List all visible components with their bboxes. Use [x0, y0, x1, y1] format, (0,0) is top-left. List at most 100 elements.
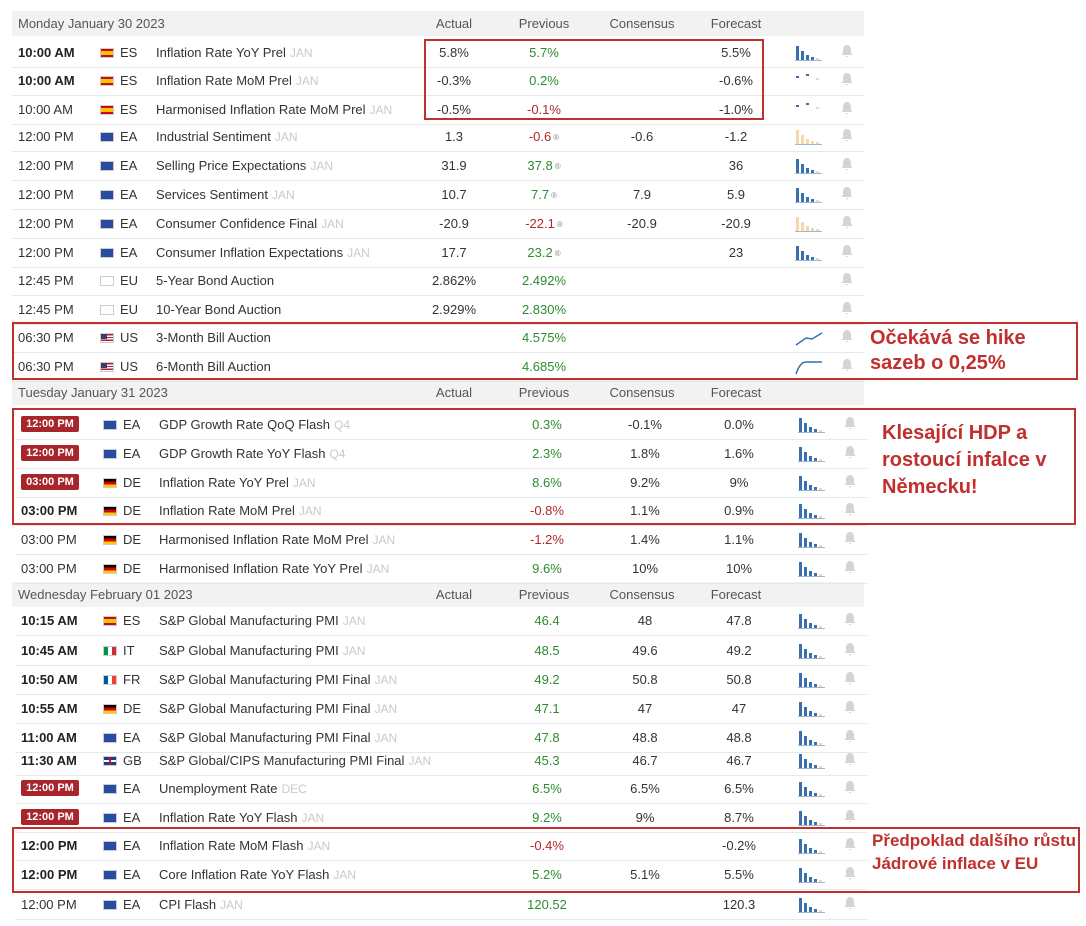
event-link[interactable]: S&P Global/CIPS Manufacturing PMI Final J…: [159, 753, 431, 768]
mini-chart-icon[interactable]: [797, 778, 827, 798]
event-name[interactable]: Inflation Rate MoM Prel: [159, 503, 295, 518]
event-name[interactable]: Inflation Rate YoY Prel: [156, 45, 286, 60]
bell-icon[interactable]: [843, 837, 857, 851]
bell-icon[interactable]: [843, 866, 857, 880]
mini-chart-icon[interactable]: [794, 184, 824, 204]
bell-icon[interactable]: [843, 531, 857, 545]
mini-chart-icon[interactable]: [797, 698, 827, 718]
event-link[interactable]: Services Sentiment JAN: [156, 187, 426, 202]
bell-icon[interactable]: [843, 671, 857, 685]
bell-icon[interactable]: [840, 272, 854, 286]
event-name[interactable]: S&P Global Manufacturing PMI: [159, 643, 339, 658]
event-name[interactable]: S&P Global/CIPS Manufacturing PMI Final: [159, 753, 405, 768]
bell-icon[interactable]: [843, 416, 857, 430]
mini-chart-icon[interactable]: [797, 835, 827, 855]
event-link[interactable]: 6-Month Bill Auction: [156, 359, 426, 374]
mini-chart-icon[interactable]: [797, 727, 827, 747]
event-name[interactable]: Harmonised Inflation Rate MoM Prel: [156, 102, 366, 117]
event-link[interactable]: Inflation Rate MoM Prel JAN: [156, 73, 426, 88]
event-link[interactable]: Consumer Confidence Final JAN: [156, 216, 426, 231]
mini-chart-icon[interactable]: [797, 610, 827, 630]
event-link[interactable]: Selling Price Expectations JAN: [156, 158, 426, 173]
bell-icon[interactable]: [843, 700, 857, 714]
event-link[interactable]: CPI Flash JAN: [159, 897, 429, 912]
bell-icon[interactable]: [840, 244, 854, 258]
event-name[interactable]: Harmonised Inflation Rate MoM Prel: [159, 532, 369, 547]
mini-chart-icon[interactable]: [794, 42, 824, 62]
mini-chart-icon[interactable]: [794, 99, 824, 119]
event-name[interactable]: Selling Price Expectations: [156, 158, 307, 173]
event-name[interactable]: Unemployment Rate: [159, 781, 278, 796]
bell-icon[interactable]: [840, 301, 854, 315]
bell-icon[interactable]: [843, 502, 857, 516]
mini-chart-icon[interactable]: [794, 70, 824, 90]
mini-chart-icon[interactable]: [794, 327, 824, 347]
event-name[interactable]: Inflation Rate YoY Flash: [159, 810, 298, 825]
event-name[interactable]: S&P Global Manufacturing PMI Final: [159, 730, 371, 745]
bell-icon[interactable]: [840, 329, 854, 343]
mini-chart-icon[interactable]: [797, 864, 827, 884]
bell-icon[interactable]: [840, 157, 854, 171]
mini-chart-icon[interactable]: [794, 270, 824, 290]
event-link[interactable]: S&P Global Manufacturing PMI JAN: [159, 643, 429, 658]
event-name[interactable]: 6-Month Bill Auction: [156, 359, 271, 374]
event-name[interactable]: Inflation Rate YoY Prel: [159, 475, 289, 490]
event-name[interactable]: Consumer Inflation Expectations: [156, 245, 344, 260]
event-name[interactable]: Services Sentiment: [156, 187, 268, 202]
event-link[interactable]: Core Inflation Rate YoY Flash JAN: [159, 867, 429, 882]
mini-chart-icon[interactable]: [794, 155, 824, 175]
event-link[interactable]: GDP Growth Rate QoQ Flash Q4: [159, 417, 429, 432]
event-link[interactable]: S&P Global Manufacturing PMI JAN: [159, 613, 429, 628]
event-link[interactable]: Consumer Inflation Expectations JAN: [156, 245, 426, 260]
mini-chart-icon[interactable]: [797, 640, 827, 660]
bell-icon[interactable]: [843, 642, 857, 656]
event-link[interactable]: 10-Year Bond Auction: [156, 302, 426, 317]
bell-icon[interactable]: [843, 474, 857, 488]
bell-icon[interactable]: [843, 560, 857, 574]
event-name[interactable]: Harmonised Inflation Rate YoY Prel: [159, 561, 363, 576]
mini-chart-icon[interactable]: [797, 500, 827, 520]
bell-icon[interactable]: [843, 729, 857, 743]
bell-icon[interactable]: [843, 896, 857, 910]
mini-chart-icon[interactable]: [797, 669, 827, 689]
bell-icon[interactable]: [843, 445, 857, 459]
bell-icon[interactable]: [840, 44, 854, 58]
bell-icon[interactable]: [840, 215, 854, 229]
event-name[interactable]: Inflation Rate MoM Flash: [159, 838, 304, 853]
event-link[interactable]: S&P Global Manufacturing PMI Final JAN: [159, 730, 429, 745]
bell-icon[interactable]: [843, 752, 857, 766]
mini-chart-icon[interactable]: [794, 126, 824, 146]
event-name[interactable]: Inflation Rate MoM Prel: [156, 73, 292, 88]
event-link[interactable]: S&P Global Manufacturing PMI Final JAN: [159, 701, 429, 716]
event-name[interactable]: Industrial Sentiment: [156, 129, 271, 144]
event-link[interactable]: 3-Month Bill Auction: [156, 330, 426, 345]
bell-icon[interactable]: [843, 809, 857, 823]
event-link[interactable]: Inflation Rate MoM Flash JAN: [159, 838, 429, 853]
mini-chart-icon[interactable]: [794, 213, 824, 233]
event-link[interactable]: Industrial Sentiment JAN: [156, 129, 426, 144]
mini-chart-icon[interactable]: [797, 750, 827, 770]
event-name[interactable]: 3-Month Bill Auction: [156, 330, 271, 345]
event-name[interactable]: GDP Growth Rate YoY Flash: [159, 446, 326, 461]
event-name[interactable]: Consumer Confidence Final: [156, 216, 318, 231]
event-link[interactable]: Unemployment Rate DEC: [159, 781, 429, 796]
event-name[interactable]: Core Inflation Rate YoY Flash: [159, 867, 330, 882]
bell-icon[interactable]: [840, 72, 854, 86]
mini-chart-icon[interactable]: [797, 529, 827, 549]
bell-icon[interactable]: [840, 128, 854, 142]
event-name[interactable]: S&P Global Manufacturing PMI: [159, 613, 339, 628]
event-link[interactable]: Harmonised Inflation Rate MoM Prel JAN: [156, 102, 426, 117]
event-name[interactable]: 10-Year Bond Auction: [156, 302, 282, 317]
event-link[interactable]: GDP Growth Rate YoY Flash Q4: [159, 446, 429, 461]
mini-chart-icon[interactable]: [797, 558, 827, 578]
event-link[interactable]: Harmonised Inflation Rate YoY Prel JAN: [159, 561, 429, 576]
event-link[interactable]: Inflation Rate YoY Flash JAN: [159, 810, 429, 825]
mini-chart-icon[interactable]: [794, 299, 824, 319]
mini-chart-icon[interactable]: [797, 414, 827, 434]
event-link[interactable]: S&P Global Manufacturing PMI Final JAN: [159, 672, 429, 687]
event-link[interactable]: 5-Year Bond Auction: [156, 273, 426, 288]
event-name[interactable]: S&P Global Manufacturing PMI Final: [159, 672, 371, 687]
event-link[interactable]: Inflation Rate YoY Prel JAN: [156, 45, 426, 60]
bell-icon[interactable]: [843, 780, 857, 794]
mini-chart-icon[interactable]: [797, 472, 827, 492]
